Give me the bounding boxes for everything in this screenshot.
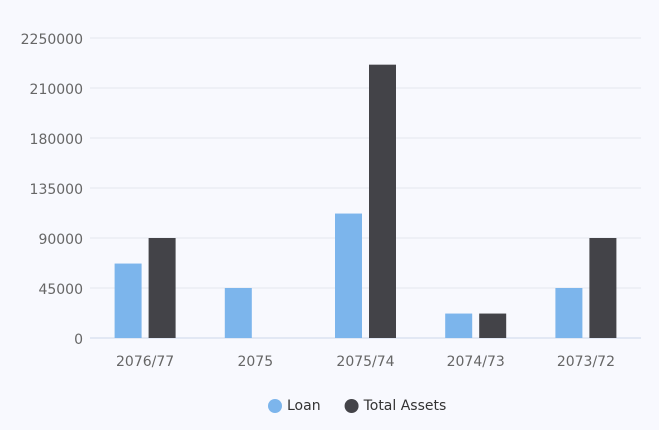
y-tick-label: 45000 bbox=[38, 282, 83, 298]
bar bbox=[335, 213, 362, 338]
y-tick-label: 2250000 bbox=[21, 32, 83, 48]
bar bbox=[555, 288, 583, 338]
bar bbox=[445, 313, 473, 338]
bar bbox=[114, 263, 142, 338]
legend-swatch[interactable] bbox=[344, 399, 359, 413]
y-tick-label: 0 bbox=[74, 332, 83, 348]
bar bbox=[224, 288, 252, 338]
bar bbox=[148, 238, 176, 338]
x-tick-label: 2075/74 bbox=[336, 354, 394, 370]
x-tick-label: 2073/72 bbox=[557, 354, 615, 370]
x-tick-label: 2075 bbox=[237, 354, 273, 370]
y-tick-label: 135000 bbox=[30, 182, 83, 198]
y-tick-label: 180000 bbox=[30, 132, 83, 148]
legend-label[interactable]: Total Assets bbox=[363, 398, 447, 414]
y-tick-label: 210000 bbox=[30, 82, 83, 98]
x-tick-label: 2074/73 bbox=[447, 354, 505, 370]
bar bbox=[479, 313, 507, 338]
x-tick-label: 2076/77 bbox=[116, 354, 174, 370]
y-tick-label: 90000 bbox=[38, 232, 83, 248]
bar bbox=[369, 64, 396, 339]
legend-swatch[interactable] bbox=[268, 399, 282, 413]
legend-label[interactable]: Loan bbox=[287, 398, 321, 414]
bar bbox=[589, 238, 617, 338]
